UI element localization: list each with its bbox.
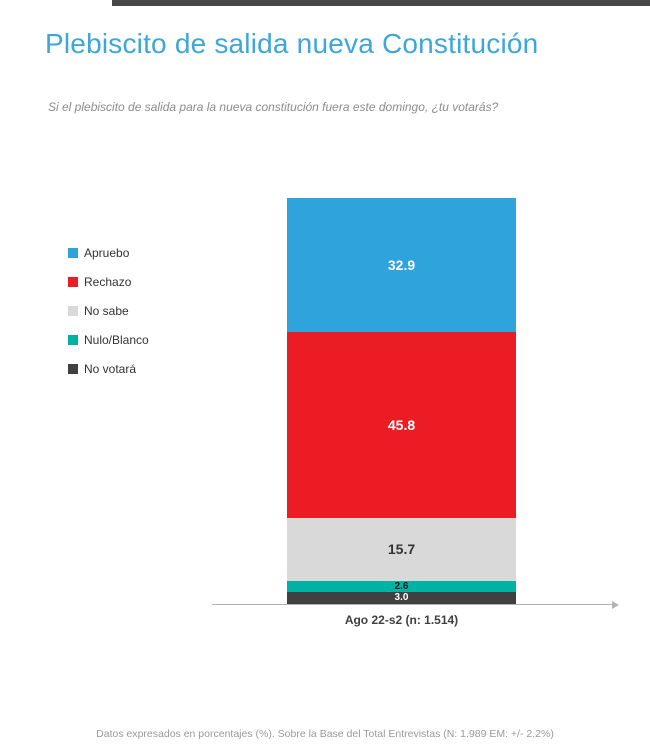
legend-label-nulo-blanco: Nulo/Blanco	[84, 332, 149, 347]
legend-item-rechazo: Rechazo	[68, 273, 149, 290]
x-axis-line	[212, 604, 614, 605]
legend-label-apruebo: Apruebo	[84, 245, 130, 260]
segment-value-label-no-sabe: 15.7	[387, 541, 416, 558]
segment-value-label-nulo-blanco: 2.6	[394, 580, 409, 592]
axis-arrow-icon	[612, 601, 619, 609]
bar-segment-nulo-blanco: 2.6	[287, 581, 516, 592]
segment-value-label-apruebo: 32.9	[387, 256, 416, 273]
bar-segment-no-votar: 3.0	[287, 591, 516, 604]
segment-value-label-no-votar: 3.0	[394, 591, 409, 603]
legend-label-rechazo: Rechazo	[84, 274, 132, 289]
page-title: Plebiscito de salida nueva Constitución	[45, 28, 539, 59]
bar-segment-no-sabe: 15.7	[287, 517, 516, 582]
bar-segment-apruebo: 32.9	[287, 198, 516, 332]
legend-label-no-sabe: No sabe	[84, 303, 129, 318]
survey-question: Si el plebiscito de salida para la nueva…	[48, 100, 499, 114]
x-axis-category-label: Ago 22-s2 (n: 1.514)	[344, 613, 459, 627]
legend-swatch-icon-nulo-blanco	[68, 334, 78, 345]
chart-legend: Apruebo Rechazo No sabe Nulo/Blanco No votar…	[68, 244, 149, 389]
legend-swatch-icon-no-votar	[68, 363, 78, 374]
legend-swatch-icon-rechazo	[68, 276, 78, 287]
legend-item-no-sabe: No sabe	[68, 302, 149, 319]
window-top-strip	[112, 0, 650, 6]
legend-item-no-votar: No votará	[68, 360, 149, 377]
legend-item-nulo-blanco: Nulo/Blanco	[68, 331, 149, 348]
legend-label-no-votar: No votará	[84, 361, 137, 376]
segment-value-label-rechazo: 45.8	[387, 416, 416, 433]
legend-swatch-icon-no-sabe	[68, 305, 78, 316]
bar-segment-rechazo: 45.8	[287, 331, 516, 518]
footnote: Datos expresados en porcentajes (%). Sob…	[96, 728, 554, 740]
legend-swatch-icon-apruebo	[68, 247, 78, 258]
legend-item-apruebo: Apruebo	[68, 244, 149, 261]
stacked-bar: 32.9 45.8 15.7 2.6 3.0	[287, 198, 516, 604]
